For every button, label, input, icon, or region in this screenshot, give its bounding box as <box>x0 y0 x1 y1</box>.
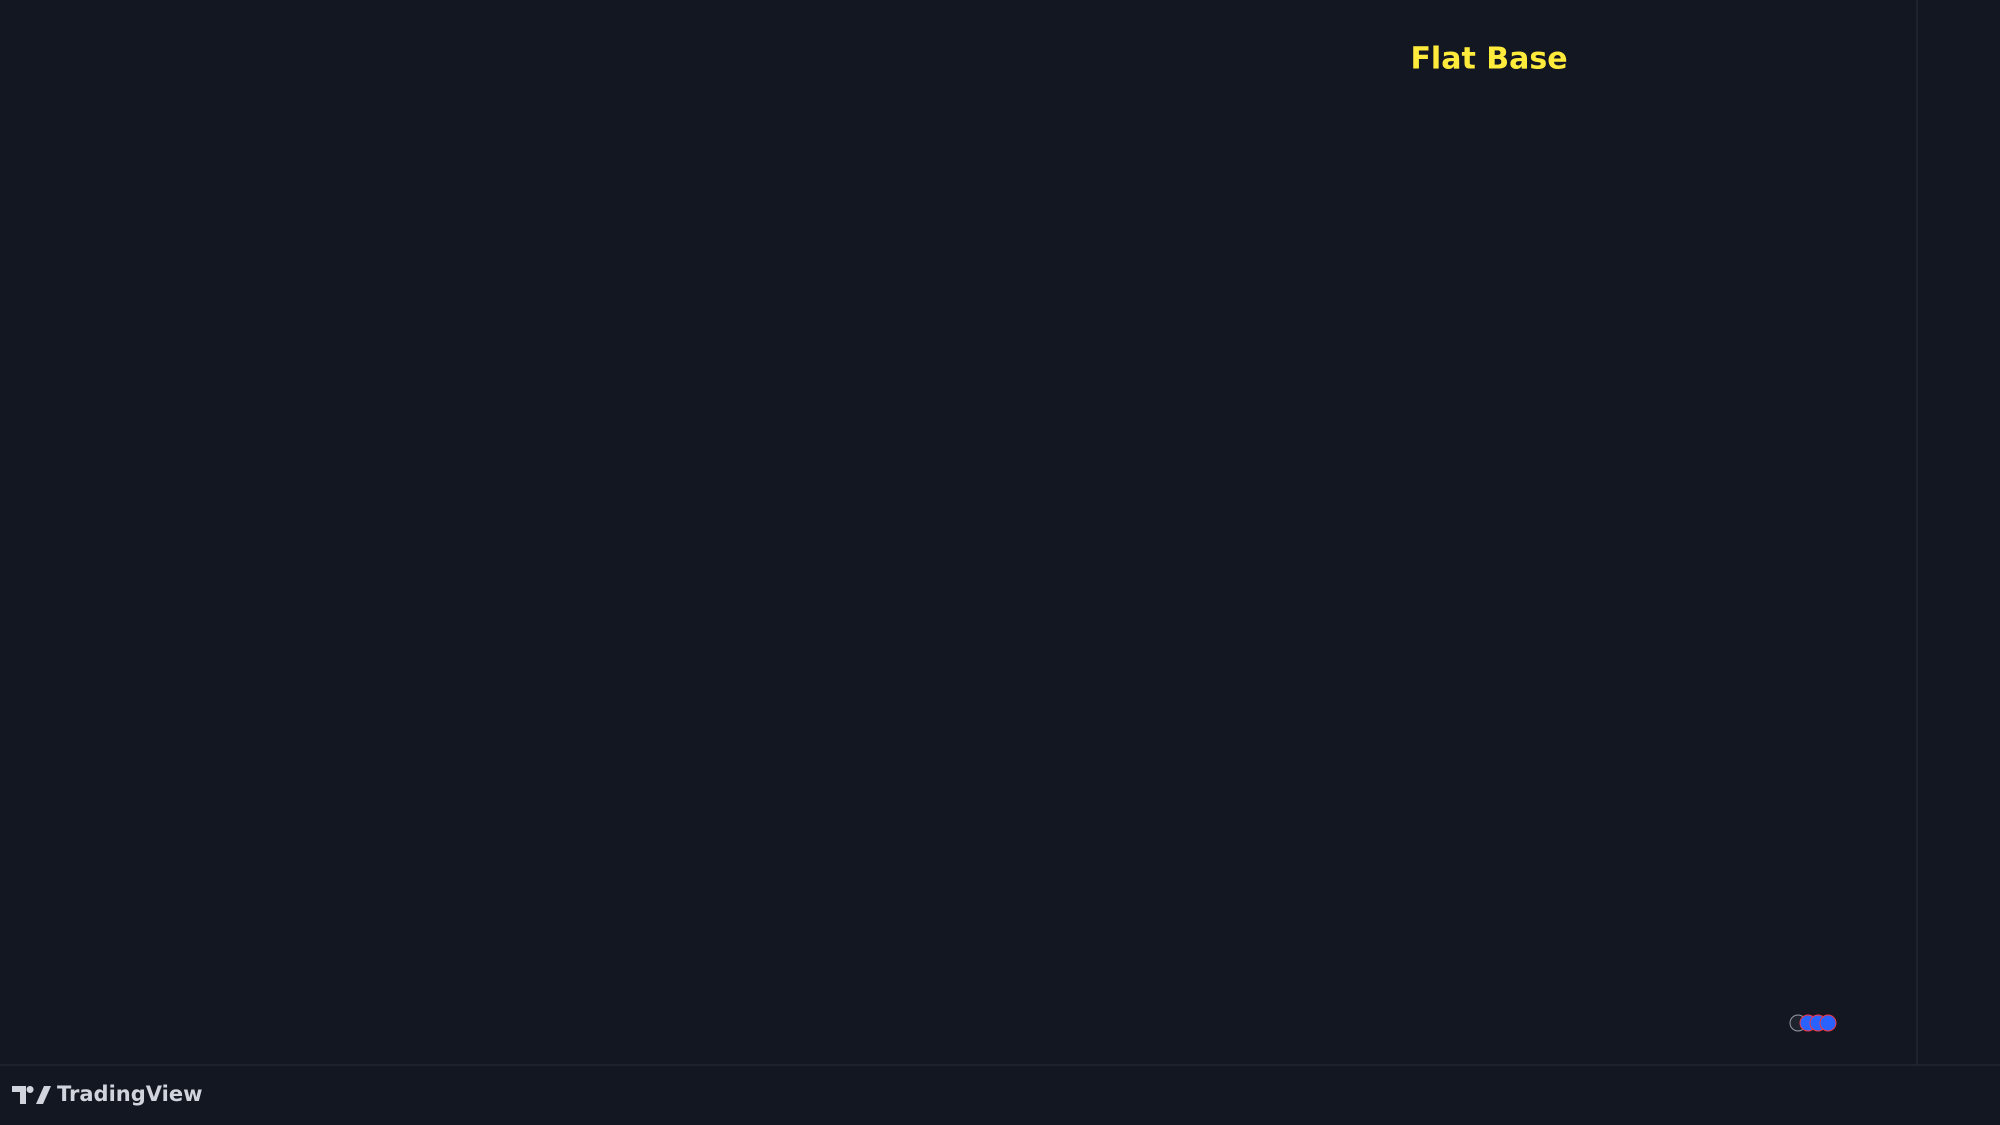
annotation: Flat Base <box>1410 42 1567 77</box>
logo-mark <box>12 1086 51 1104</box>
event-icons <box>1789 1014 1837 1032</box>
event-icon <box>1819 1014 1837 1032</box>
brand-name: TradingView <box>57 1082 202 1106</box>
brand-logo: TradingView <box>12 1082 202 1106</box>
